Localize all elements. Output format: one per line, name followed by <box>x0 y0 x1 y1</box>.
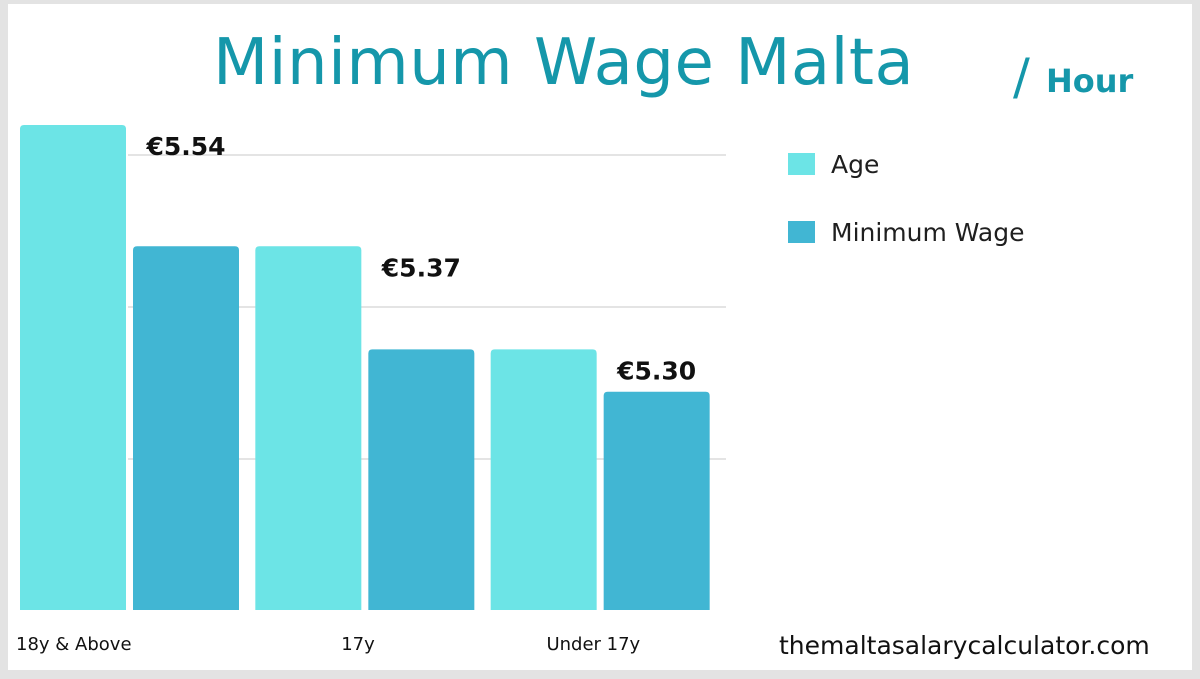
bar-minimum-wage-0 <box>133 246 239 610</box>
data-label-1: €5.37 <box>381 253 461 282</box>
x-tick-label-0: 18y & Above <box>16 634 132 655</box>
legend-item-age: Age <box>788 144 1025 184</box>
bar-age-0 <box>20 125 126 610</box>
legend-label-minimum-wage: Minimum Wage <box>831 217 1025 247</box>
title-separator: / <box>1013 48 1030 106</box>
title-unit: Hour <box>1046 62 1134 100</box>
data-label-0: €5.54 <box>145 132 225 161</box>
legend-item-minimum-wage: Minimum Wage <box>788 212 1025 252</box>
legend-swatch-age <box>788 153 815 175</box>
x-tick-label-2: Under 17y <box>546 634 640 655</box>
bar-minimum-wage-1 <box>368 349 475 610</box>
x-tick-label-1: 17y <box>341 634 375 655</box>
legend-label-age: Age <box>831 149 880 179</box>
chart-frame: €5.54 18y & Above €5.37 17y €5.30 Under 17y M… <box>8 4 1192 670</box>
legend: Age Minimum Wage <box>788 144 1025 280</box>
bar-minimum-wage-2 <box>603 391 710 610</box>
legend-swatch-minimum-wage <box>788 221 815 243</box>
bar-chart: €5.54 18y & Above €5.37 17y €5.30 Under 17y <box>16 125 726 655</box>
data-label-2: €5.30 <box>616 356 696 385</box>
bar-age-1 <box>255 246 362 610</box>
website-url: themaltasalarycalculator.com <box>779 631 1150 660</box>
chart-title: Minimum Wage Malta <box>213 26 915 100</box>
bar-age-2 <box>490 349 597 610</box>
